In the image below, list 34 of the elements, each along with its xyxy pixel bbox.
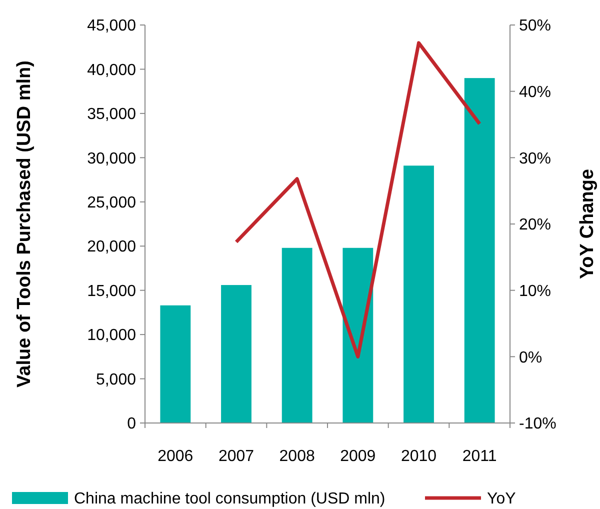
y2-tick-label: -10% (519, 416, 556, 433)
y-tick-label: 10,000 (87, 327, 136, 344)
y2-tick-label: 30% (519, 150, 552, 168)
x-tick-label: 2006 (158, 448, 194, 465)
x-tick-label: 2009 (340, 448, 376, 465)
x-tick-label: 2007 (218, 448, 254, 465)
bar (404, 166, 434, 423)
y-tick-label: 15,000 (87, 282, 136, 300)
y-tick-label: 25,000 (87, 194, 136, 212)
y-axis-title: Value of Tools Purchased (USD mln) (14, 60, 35, 388)
line-series (234, 41, 482, 358)
x-tick-label: 2011 (462, 448, 497, 465)
bar (160, 305, 191, 423)
bar (464, 78, 495, 423)
y2-tick-label: 50% (519, 18, 552, 35)
y-tick-label: 0 (127, 416, 136, 433)
y-tick-label: 30,000 (87, 150, 136, 168)
y-tick-label: 45,000 (87, 18, 136, 35)
x-tick-label: 2010 (400, 448, 437, 465)
y2-tick-label: 10% (519, 282, 552, 300)
y-tick-label: 20,000 (87, 238, 136, 256)
y2-tick-label: 40% (519, 84, 552, 101)
y2-axis-title: YoY Change (577, 168, 598, 280)
y-tick-label: 40,000 (87, 62, 136, 79)
bar (282, 248, 312, 423)
y2-tick-label: 0% (519, 349, 542, 366)
x-tick-label: 2008 (279, 448, 315, 465)
y-tick-label: 5,000 (96, 371, 136, 388)
bar (342, 248, 374, 423)
bar (221, 285, 252, 423)
y2-tick-label: 20% (519, 216, 552, 234)
legend-label: China machine tool consumption (USD mln) (74, 490, 386, 508)
y-tick-label: 35,000 (87, 106, 136, 124)
legend-label: YoY (487, 490, 516, 508)
